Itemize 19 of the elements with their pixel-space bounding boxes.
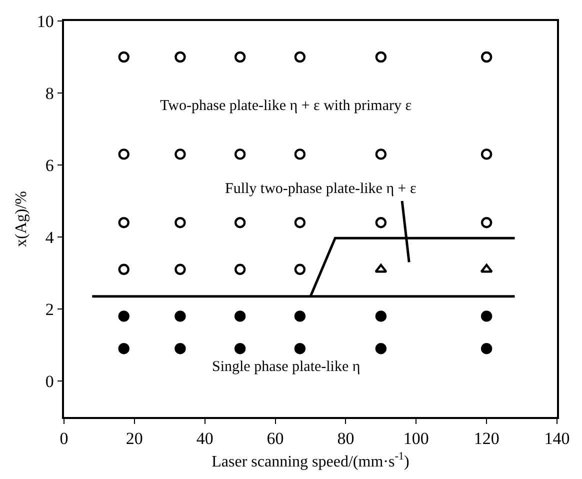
annotation: Fully two-phase plate-like η + ε	[225, 181, 416, 197]
x-tick-label: 120	[474, 429, 500, 448]
x-tick-label: 20	[126, 429, 143, 448]
y-axis-title: x(Ag)/%	[13, 191, 30, 247]
x-tick-label: 140	[544, 429, 570, 448]
annotation: Single phase plate-like η	[212, 359, 360, 375]
y-tick-label: 8	[45, 84, 54, 103]
x-tick-label: 40	[196, 429, 214, 448]
x-tick-label: 0	[60, 429, 68, 448]
x-tick-label: 80	[337, 429, 354, 448]
x-tick-label: 60	[266, 429, 284, 448]
annotation: Two-phase plate-like η + ε with primary ε	[160, 98, 412, 114]
y-tick-label: 2	[45, 300, 54, 319]
y-tick-label: 0	[45, 372, 54, 391]
y-tick-label: 6	[45, 156, 54, 175]
y-tick-label: 10	[36, 12, 54, 31]
y-tick-label: 4	[45, 228, 54, 247]
x-axis-title: Laser scanning speed/(mm·s$^{-1}$)	[212, 450, 410, 470]
x-tick-label: 100	[403, 429, 429, 448]
